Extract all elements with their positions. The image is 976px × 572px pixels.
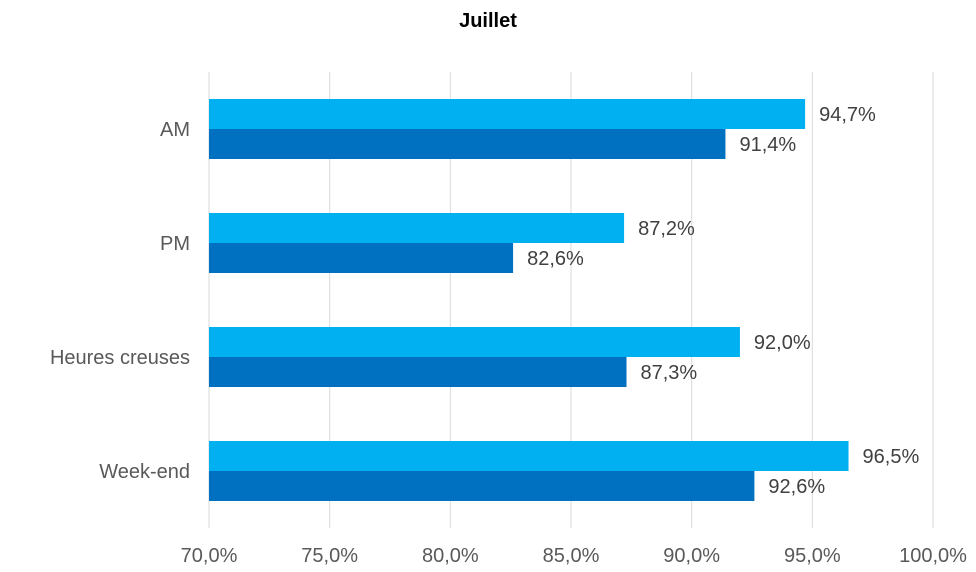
data-label: 87,3% [641,362,698,384]
data-label: 82,6% [527,248,584,270]
x-tick-label: 100,0% [899,545,967,567]
x-tick-label: 80,0% [422,545,479,567]
x-tick-label: 70,0% [181,545,238,567]
category-label: PM [160,233,190,255]
data-label: 92,0% [754,332,811,354]
data-label: 94,7% [819,104,876,126]
bar [209,99,806,129]
bar [209,327,740,357]
chart-title: Juillet [459,10,517,32]
bar [209,243,514,273]
bar [209,357,627,387]
x-tick-label: 95,0% [784,545,841,567]
data-label: 91,4% [739,134,796,156]
bar [209,129,726,159]
category-label: AM [160,119,190,141]
x-tick-label: 75,0% [301,545,358,567]
x-tick-label: 85,0% [543,545,600,567]
bar [209,471,755,501]
bar [209,441,849,471]
category-label: Heures creuses [50,347,190,369]
data-label: 92,6% [768,476,825,498]
data-label: 87,2% [638,218,695,240]
x-tick-label: 90,0% [663,545,720,567]
data-label: 96,5% [863,446,920,468]
bar [209,213,625,243]
category-label: Week-end [99,461,190,483]
